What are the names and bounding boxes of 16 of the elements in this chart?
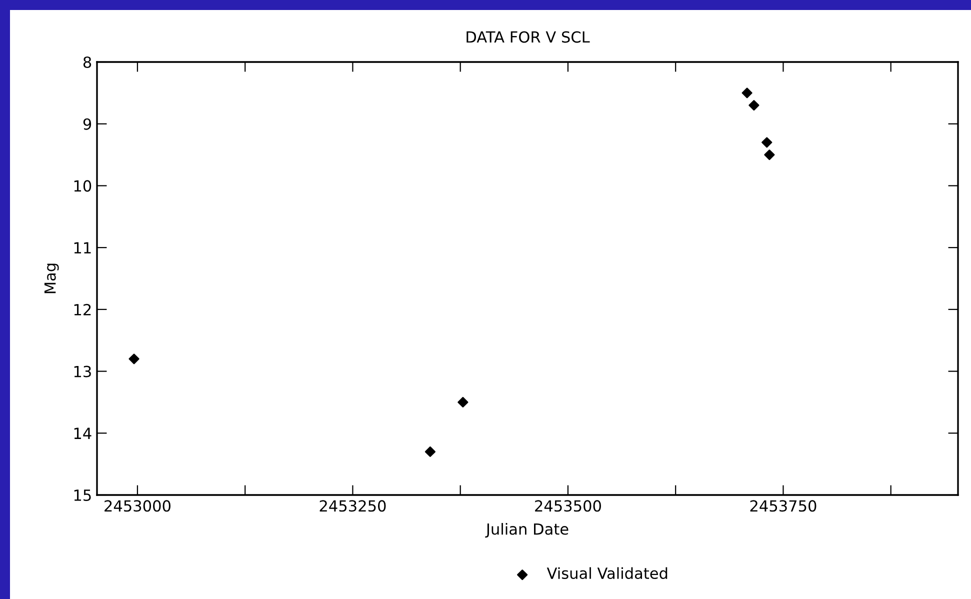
y-axis-title: Mag [44, 264, 59, 294]
y-tick-label: 10 [74, 180, 92, 192]
y-tick-label: 12 [74, 304, 91, 316]
y-tick-label: 8 [83, 56, 92, 68]
x-tick-label: 2453000 [104, 500, 170, 512]
y-tick-label: 13 [74, 366, 91, 378]
x-tick-label: 2453500 [535, 500, 601, 512]
x-tick-label: 2453250 [320, 500, 386, 512]
y-tick-label: 14 [74, 428, 92, 439]
y-tick-label: 9 [83, 118, 92, 130]
y-tick-label: 11 [74, 242, 91, 254]
chart-title: DATA FOR V SCL [466, 31, 590, 43]
legend-label: Visual Validated [546, 567, 668, 580]
x-axis-title: Julian Date [485, 522, 568, 538]
y-tick-label: 15 [74, 490, 91, 502]
x-tick-label: 2453750 [750, 500, 816, 512]
